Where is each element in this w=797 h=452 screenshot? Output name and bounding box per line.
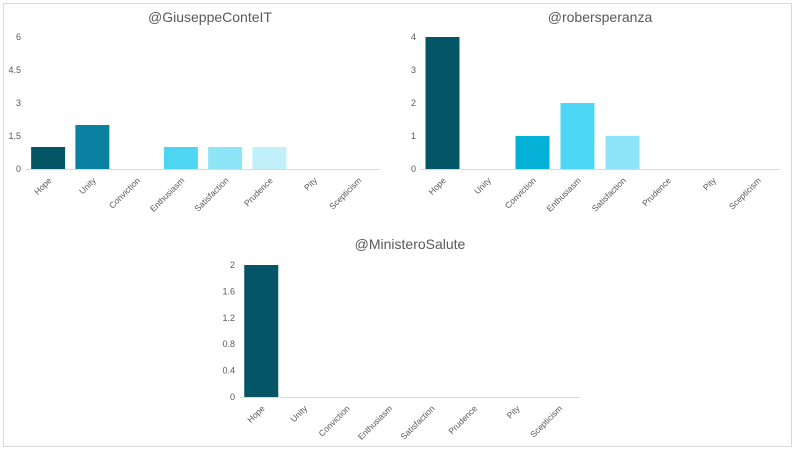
bar-satisfaction <box>605 136 640 169</box>
y-tick-label: 2 <box>411 98 416 108</box>
category-label: Prudence <box>446 403 479 436</box>
y-tick-label: 0.8 <box>222 339 235 349</box>
bar-hope <box>425 37 460 169</box>
category-label: Pity <box>302 175 320 193</box>
category-label: Pity <box>505 403 523 421</box>
y-tick-label: 3 <box>16 98 21 108</box>
category-label: Unity <box>472 175 493 196</box>
y-tick-label: 6 <box>16 32 21 42</box>
category-label: Conviction <box>317 403 352 438</box>
category-label: Satisfaction <box>590 175 628 213</box>
category-label: Unity <box>77 175 98 196</box>
y-tick-label: 0.4 <box>222 366 235 376</box>
category-label: Enthusiasm <box>544 175 582 213</box>
chart-title: @MinisteroSalute <box>355 236 466 252</box>
y-tick-label: 0 <box>411 164 416 174</box>
bar-enthusiasm <box>163 147 198 169</box>
y-tick-label: 3 <box>411 65 416 75</box>
bar-satisfaction <box>208 147 243 169</box>
category-label: Prudence <box>640 175 673 208</box>
bar-conviction <box>515 136 550 169</box>
category-label: Prudence <box>242 175 275 208</box>
category-label: Conviction <box>503 175 538 210</box>
category-label: Hope <box>426 175 448 197</box>
y-tick-label: 1.6 <box>222 286 235 296</box>
category-label: Scepticism <box>727 175 763 211</box>
category-label: Enthusiasm <box>356 403 394 441</box>
bar-prudence <box>252 147 287 169</box>
chart-title: @robersperanza <box>548 9 653 25</box>
y-tick-label: 0 <box>16 164 21 174</box>
category-label: Unity <box>288 403 309 424</box>
category-label: Conviction <box>107 175 142 210</box>
bar-hope <box>31 147 66 169</box>
bar-unity <box>75 125 110 169</box>
y-tick-label: 0 <box>230 392 235 402</box>
bar-enthusiasm <box>560 103 595 169</box>
y-tick-label: 2 <box>230 260 235 270</box>
y-tick-label: 1.2 <box>222 313 235 323</box>
category-label: Scepticism <box>327 175 363 211</box>
category-label: Satisfaction <box>399 403 437 441</box>
category-label: Enthusiasm <box>148 175 186 213</box>
y-tick-label: 1.5 <box>8 131 21 141</box>
chart-frame <box>3 3 792 447</box>
category-label: Satisfaction <box>192 175 230 213</box>
y-tick-label: 4.5 <box>8 65 21 75</box>
category-label: Hope <box>32 175 54 197</box>
category-label: Pity <box>701 175 719 193</box>
y-tick-label: 1 <box>411 131 416 141</box>
category-label: Hope <box>245 403 267 425</box>
bar-hope <box>244 265 279 397</box>
category-label: Scepticism <box>528 403 564 439</box>
y-tick-label: 4 <box>411 32 416 42</box>
chart-title: @GiuseppeConteIT <box>148 9 272 25</box>
